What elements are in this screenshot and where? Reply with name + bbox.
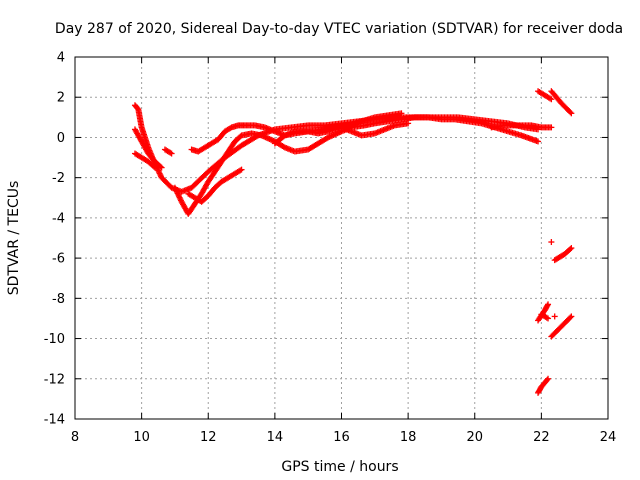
- y-tick-label: -14: [44, 413, 65, 428]
- data-point-arc-d: [168, 150, 175, 157]
- y-tick-label: -6: [52, 252, 65, 267]
- data-point-arc-e: [280, 143, 287, 150]
- y-tick-label: -8: [52, 292, 65, 307]
- y-tick-label: 4: [57, 51, 65, 66]
- data-point-arc-b: [158, 164, 165, 171]
- data-point-arc-i: [548, 124, 555, 131]
- data-point-arc-e: [535, 138, 542, 145]
- data-point-arc-o: [543, 314, 550, 321]
- data-point-arc-d: [167, 149, 174, 156]
- grid: [75, 57, 608, 419]
- x-tick-label: 14: [267, 430, 284, 445]
- data-point-arc-c: [150, 163, 157, 170]
- data-point-arc-k: [568, 110, 575, 117]
- data-point-arc-j: [547, 95, 554, 102]
- data-marks: [131, 88, 575, 396]
- x-tick-label: 12: [200, 430, 217, 445]
- y-tick-label: -4: [52, 211, 65, 226]
- data-point-arc-g: [227, 125, 234, 132]
- data-point-arc-c: [151, 164, 158, 171]
- data-point-arc-p: [567, 314, 574, 321]
- x-tick-label: 20: [466, 430, 483, 445]
- y-tick-label: -10: [44, 332, 65, 347]
- x-axis-title: GPS time / hours: [281, 459, 398, 475]
- data-point-arc-m: [568, 245, 575, 252]
- data-point-arc-l: [548, 239, 555, 246]
- y-tick-label: -2: [52, 171, 65, 186]
- data-point-arc-j: [548, 96, 555, 103]
- x-tick-label: 18: [400, 430, 417, 445]
- x-tick-label: 22: [533, 430, 550, 445]
- chart-title: Day 287 of 2020, Sidereal Day-to-day VTE…: [55, 21, 623, 37]
- data-point-arc-q: [551, 313, 558, 320]
- data-point-arc-h: [405, 120, 412, 127]
- data-point-arc-m: [567, 246, 574, 253]
- data-point-arc-o: [545, 315, 552, 322]
- x-tick-label: 10: [133, 430, 150, 445]
- data-point-arc-n: [545, 301, 552, 308]
- x-tick-label: 24: [600, 430, 617, 445]
- data-point-arc-b: [157, 163, 164, 170]
- data-point-arc-p: [568, 313, 575, 320]
- data-point-arc-k: [567, 109, 574, 116]
- data-point-arc-f: [238, 166, 245, 173]
- data-point-arc-r: [545, 375, 552, 382]
- x-tick-label: 8: [71, 430, 79, 445]
- x-tick-label: 16: [333, 430, 350, 445]
- data-point-arc-g: [398, 110, 405, 117]
- y-tick-label: 2: [57, 91, 65, 106]
- data-point-arc-n: [544, 302, 551, 309]
- y-tick-label: 0: [57, 131, 65, 146]
- y-axis-title: SDTVAR / TECUs: [6, 181, 22, 296]
- data-point-arc-f: [237, 167, 244, 174]
- data-point-arc-r: [544, 376, 551, 383]
- y-tick-label: -12: [44, 372, 65, 387]
